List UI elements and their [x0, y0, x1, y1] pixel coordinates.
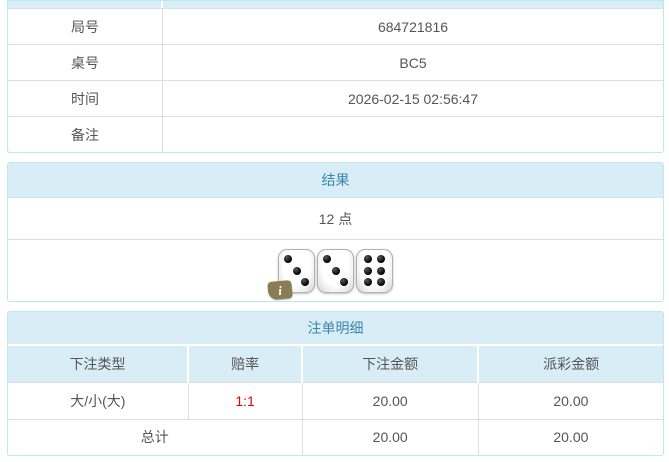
die-3 [356, 248, 393, 293]
odds-value: 1:1 [187, 381, 303, 419]
table-id-label: 桌号 [8, 45, 163, 80]
bet-detail-section: 注单明细 下注类型 赔率 下注金额 派彩金额 大/小(大) 1:1 20.00 … [7, 311, 664, 456]
bet-detail-table: 下注类型 赔率 下注金额 派彩金额 大/小(大) 1:1 20.00 20.00… [8, 346, 663, 455]
remark-label: 备注 [8, 117, 163, 152]
info-badge-icon[interactable]: i [267, 279, 293, 300]
col-bet-type: 下注类型 [8, 346, 189, 382]
time-label: 时间 [8, 81, 163, 116]
dice-row: i [8, 239, 663, 301]
result-section: 结果 12 点 i [7, 162, 664, 302]
table-row: 时间 2026-02-15 02:56:47 [8, 80, 663, 116]
result-points: 12 点 [8, 197, 663, 239]
payout-amount-value: 20.00 [477, 381, 663, 419]
result-section-title: 结果 [8, 163, 663, 197]
table-row: 大/小(大) 1:1 20.00 20.00 [8, 381, 663, 419]
bet-amount-value: 20.00 [301, 381, 479, 419]
round-id-label: 局号 [8, 9, 163, 44]
col-payout-amount: 派彩金额 [477, 346, 663, 382]
table-row: 桌号 BC5 [8, 44, 663, 80]
time-value: 2026-02-15 02:56:47 [348, 90, 478, 107]
table-row: 备注 [8, 116, 663, 152]
total-bet-amount: 20.00 [301, 418, 479, 455]
col-bet-amount: 下注金额 [301, 346, 479, 382]
col-odds: 赔率 [187, 346, 303, 382]
table-row: 局号 684721816 [8, 8, 663, 44]
remark-value [163, 117, 663, 152]
dice: i [267, 248, 393, 300]
total-row: 总计 20.00 20.00 [8, 418, 663, 455]
table-id-value: BC5 [399, 54, 427, 71]
total-payout-amount: 20.00 [477, 418, 663, 455]
total-label: 总计 [8, 418, 303, 455]
header-row: 下注类型 赔率 下注金额 派彩金额 [8, 346, 663, 382]
bet-detail-title: 注单明细 [8, 312, 663, 346]
round-id-value: 684721816 [377, 18, 449, 35]
game-info-table: 局号 684721816 桌号 BC5 时间 2026-02-15 02:56:… [7, 0, 664, 153]
die-2 [317, 248, 354, 293]
bet-type-value: 大/小(大) [8, 381, 189, 419]
cutoff-header-strip [8, 1, 663, 8]
